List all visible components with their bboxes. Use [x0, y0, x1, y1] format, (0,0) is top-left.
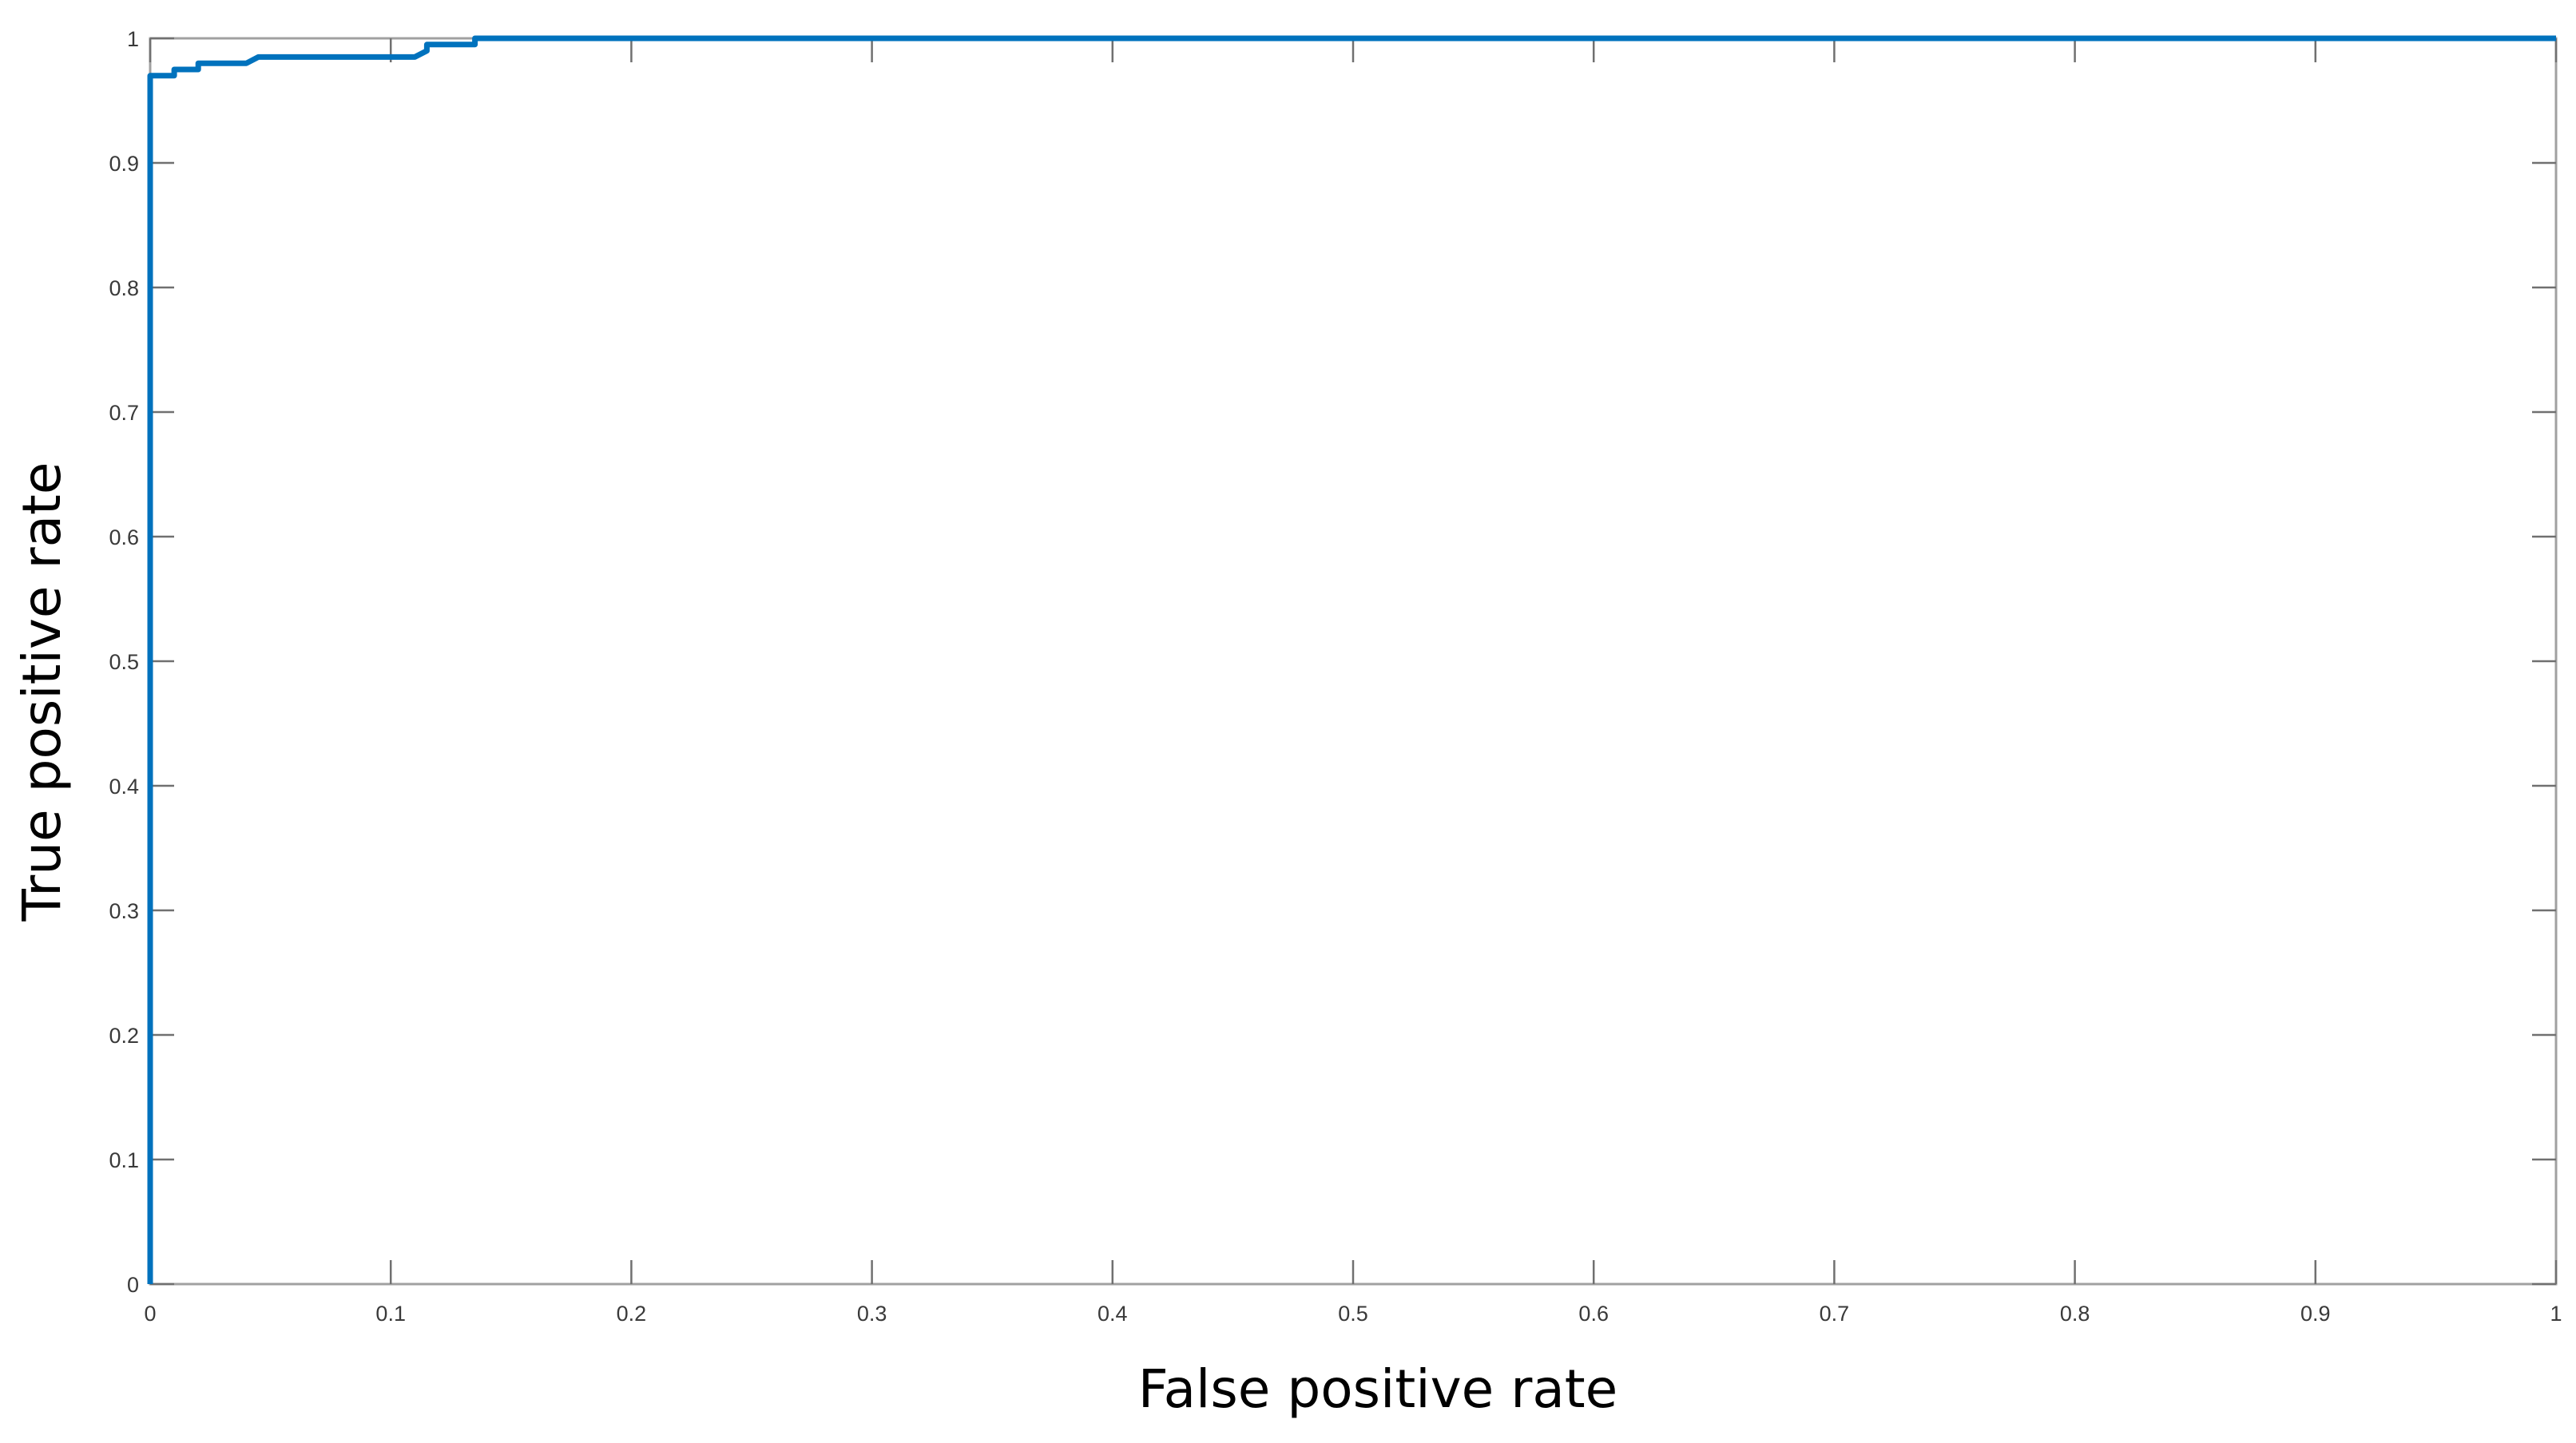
y-tick-label: 0.7	[109, 401, 139, 425]
x-axis-title: False positive rate	[1138, 1358, 1618, 1420]
y-tick-labels: 0 0.1 0.2 0.3 0.4 0.5 0.6 0.7 0.8 0.9 1	[109, 27, 139, 1297]
x-tick-label: 0.3	[857, 1302, 887, 1326]
x-tick-label: 0.4	[1097, 1302, 1128, 1326]
x-tick-label: 0.8	[2060, 1302, 2090, 1326]
x-tick-label: 0.9	[2300, 1302, 2331, 1326]
y-tick-label: 0.9	[109, 152, 139, 176]
roc-series	[147, 35, 2556, 1284]
x-tick-label: 0.1	[375, 1302, 406, 1326]
y-tick-label: 0.4	[109, 775, 139, 799]
x-tick-labels: 0 0.1 0.2 0.3 0.4 0.5 0.6 0.7 0.8 0.9 1	[144, 1302, 2562, 1326]
y-tick-label: 0.1	[109, 1148, 139, 1172]
y-tick-label: 0.6	[109, 525, 139, 549]
x-tick-label: 1	[2550, 1302, 2562, 1326]
y-tick-label: 0.3	[109, 899, 139, 923]
x-tick-label: 0.5	[1338, 1302, 1368, 1326]
x-tick-label: 0.2	[617, 1302, 647, 1326]
plot-area	[149, 37, 2558, 1286]
axis-ticks	[149, 37, 2558, 1286]
y-tick-label: 0.5	[109, 650, 139, 674]
x-tick-label: 0.7	[1820, 1302, 1850, 1326]
y-tick-label: 1	[127, 27, 139, 51]
y-tick-label: 0.2	[109, 1024, 139, 1048]
y-tick-label: 0	[127, 1273, 139, 1297]
x-tick-label: 0.6	[1578, 1302, 1609, 1326]
y-tick-label: 0.8	[109, 276, 139, 300]
x-tick-label: 0	[144, 1302, 156, 1326]
roc-curve-line	[147, 35, 2556, 1284]
y-axis-title: True positive rate	[11, 462, 73, 922]
